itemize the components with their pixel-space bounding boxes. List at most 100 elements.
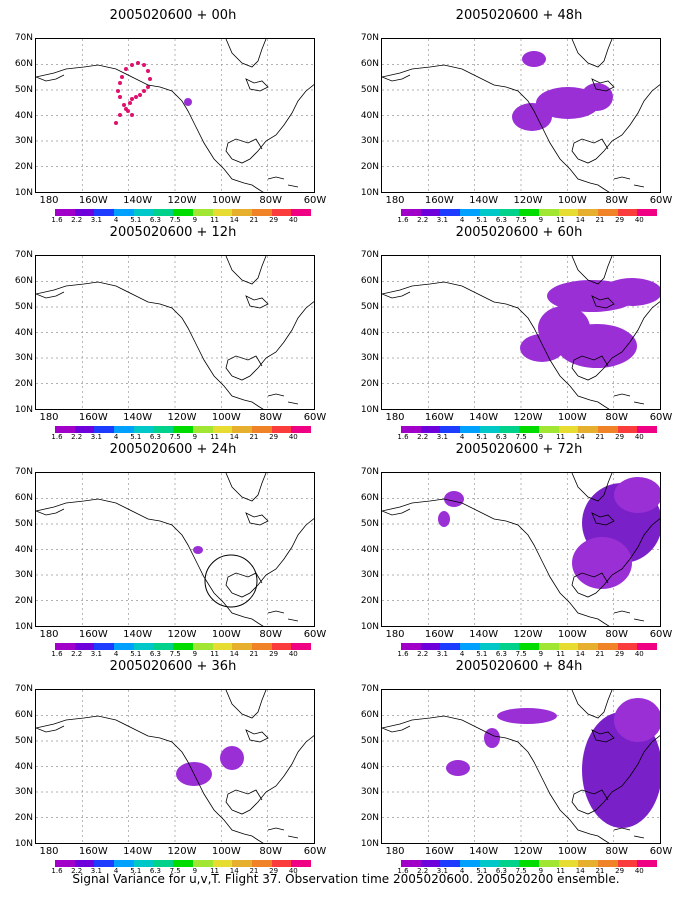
- colorbar-swatch: [74, 426, 95, 433]
- coastline: [231, 518, 314, 598]
- observation-point: [130, 97, 134, 101]
- coastline: [245, 729, 269, 743]
- variance-region: [614, 477, 660, 513]
- colorbar-swatch: [420, 643, 441, 650]
- lon-tick-label: 80W: [605, 412, 628, 423]
- coastline: [36, 725, 65, 733]
- coastline: [36, 715, 264, 843]
- colorbar-label: 2.2: [71, 650, 83, 658]
- colorbar-label: 3.1: [90, 650, 102, 658]
- lat-tick-label: 10N: [360, 839, 379, 849]
- lon-tick-label: 140W: [123, 846, 153, 857]
- colorbar-swatch: [479, 860, 500, 867]
- colorbar-swatch: [251, 643, 272, 650]
- lon-tick-label: 60W: [649, 629, 673, 640]
- colorbar: [401, 643, 657, 650]
- variance-region: [581, 83, 613, 111]
- coastline: [36, 291, 65, 299]
- colorbar-label: 2.2: [417, 433, 429, 441]
- colorbar-swatch: [55, 860, 75, 867]
- colorbar-swatch: [538, 209, 559, 216]
- lat-tick-label: 60N: [360, 275, 379, 286]
- map-plot: [36, 39, 314, 192]
- coastline: [267, 610, 299, 622]
- map-frame: [381, 689, 661, 844]
- coastline: [591, 512, 615, 526]
- colorbar-label: 21: [249, 650, 259, 658]
- lat-tick-label: 10N: [14, 622, 33, 632]
- lon-tick-label: 100W: [557, 412, 587, 423]
- colorbar-label: 9: [538, 433, 544, 441]
- lon-tick-label: 180: [39, 195, 59, 206]
- colorbar-swatch: [251, 860, 272, 867]
- colorbar-swatch: [519, 426, 539, 433]
- colorbar-swatch: [499, 209, 520, 216]
- colorbar: [401, 209, 657, 216]
- lat-tick-label: 30N: [360, 353, 379, 364]
- colorbar-label: 14: [575, 650, 585, 658]
- colorbar-label: 9: [192, 433, 198, 441]
- colorbar-swatch: [153, 643, 174, 650]
- colorbar-label: 6.3: [495, 867, 508, 875]
- colorbar-swatch: [420, 209, 441, 216]
- lat-tick-label: 10N: [14, 839, 33, 849]
- coastline: [382, 281, 610, 409]
- map-frame: [381, 38, 661, 193]
- colorbar-label: 5.1: [130, 867, 142, 875]
- colorbar-swatch: [271, 643, 292, 650]
- colorbar-label: 3.1: [436, 650, 448, 658]
- colorbar-label: 6.3: [149, 433, 162, 441]
- colorbar-label: 14: [575, 433, 585, 441]
- lat-tick-label: 20N: [360, 813, 379, 824]
- colorbar-label: 4: [459, 650, 465, 658]
- colorbar-swatch: [538, 643, 559, 650]
- lon-tick-label: 120W: [513, 629, 543, 640]
- colorbar-swatch: [499, 643, 520, 650]
- coastline: [613, 393, 645, 405]
- panel-title: 2005020600 + 24h: [109, 442, 237, 457]
- coastline: [225, 473, 267, 502]
- colorbar-swatch: [637, 860, 657, 867]
- lon-tick-label: 140W: [469, 195, 499, 206]
- lon-tick-label: 100W: [211, 846, 241, 857]
- coastline: [267, 176, 299, 188]
- colorbar-label: 1.6: [397, 867, 409, 875]
- coastline: [36, 64, 264, 192]
- colorbar-label: 21: [249, 433, 259, 441]
- panel-title: 2005020600 + 72h: [455, 442, 583, 457]
- lat-tick-label: 60N: [14, 709, 33, 720]
- lat-tick-label: 70N: [14, 684, 33, 694]
- colorbar-swatch: [519, 643, 539, 650]
- lon-tick-label: 100W: [211, 412, 241, 423]
- variance-region: [444, 491, 464, 507]
- colorbar-label: 40: [634, 650, 644, 658]
- coastline: [571, 355, 609, 377]
- lon-tick-label: 100W: [557, 846, 587, 857]
- lat-tick-label: 40N: [360, 544, 379, 555]
- colorbar-label: 40: [634, 867, 644, 875]
- coastline: [591, 729, 615, 743]
- map-frame: [35, 255, 315, 410]
- colorbar: [55, 860, 311, 867]
- colorbar: [55, 426, 311, 433]
- lon-tick-label: 120W: [167, 195, 197, 206]
- panel-title: 2005020600 + 84h: [455, 659, 583, 674]
- colorbar-swatch: [597, 209, 618, 216]
- coastline: [577, 735, 660, 815]
- lat-tick-label: 30N: [14, 136, 33, 147]
- colorbar-label: 7.5: [169, 867, 181, 875]
- lat-tick-label: 60N: [360, 58, 379, 69]
- lat-tick-label: 20N: [14, 596, 33, 607]
- colorbar-swatch: [133, 643, 154, 650]
- colorbar-label: 1.6: [51, 867, 63, 875]
- colorbar-label: 11: [210, 216, 219, 224]
- lat-tick-label: 20N: [14, 379, 33, 390]
- map-plot: [36, 473, 314, 626]
- lon-tick-label: 180: [385, 195, 405, 206]
- colorbar-label: 21: [249, 216, 259, 224]
- colorbar-label: 4: [459, 216, 465, 224]
- coastline: [231, 735, 314, 815]
- colorbar-label: 7.5: [169, 216, 181, 224]
- variance-region: [602, 278, 660, 306]
- colorbar-label: 5.1: [476, 216, 488, 224]
